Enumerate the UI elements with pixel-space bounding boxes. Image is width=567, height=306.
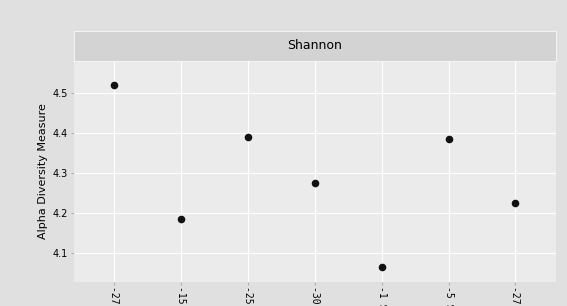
Point bbox=[243, 135, 252, 140]
Y-axis label: Alpha Diversity Measure: Alpha Diversity Measure bbox=[38, 103, 48, 239]
Point bbox=[310, 181, 319, 186]
Text: Shannon: Shannon bbox=[287, 39, 342, 52]
Point bbox=[377, 265, 386, 270]
Point bbox=[109, 83, 119, 88]
Point bbox=[176, 217, 185, 222]
Point bbox=[444, 137, 453, 142]
Point bbox=[511, 201, 520, 206]
